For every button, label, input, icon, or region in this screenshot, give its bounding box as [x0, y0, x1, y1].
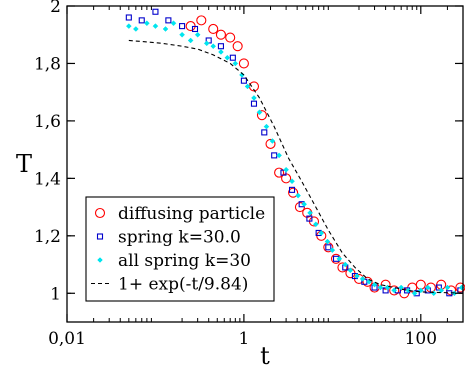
data-point: [180, 32, 185, 37]
data-point: [195, 32, 200, 37]
x-tick-label: 100: [405, 329, 437, 349]
y-tick-label: 1: [50, 284, 61, 304]
data-point: [272, 153, 277, 158]
data-point: [233, 42, 242, 51]
data-point: [218, 44, 223, 49]
legend: diffusing particle spring k=30.0 all sprin…: [86, 197, 274, 301]
data-point: [302, 202, 307, 207]
y-axis-label: T: [16, 150, 32, 178]
data-point: [226, 33, 235, 42]
data-point: [230, 55, 235, 60]
data-point: [392, 288, 397, 293]
data-point: [133, 26, 138, 31]
data-point: [171, 21, 176, 26]
data-point: [188, 38, 193, 43]
data-point: [241, 78, 246, 83]
data-point: [225, 55, 230, 60]
data-point: [163, 26, 168, 31]
x-axis-label: t: [260, 342, 270, 370]
data-point: [153, 24, 158, 29]
data-point: [326, 245, 331, 250]
legend-label: diffusing particle: [118, 204, 265, 224]
legend-label: all spring k=30: [118, 251, 251, 271]
data-point: [251, 101, 256, 106]
data-point: [126, 24, 131, 29]
data-point: [211, 44, 216, 49]
data-point: [153, 9, 158, 14]
legend-label: spring k=30.0: [118, 228, 241, 248]
legend-label: 1+ exp(-t/9.84): [118, 275, 248, 295]
data-point: [166, 18, 171, 23]
data-point: [180, 24, 185, 29]
data-point: [264, 124, 269, 129]
data-point: [216, 30, 225, 39]
x-tick-label: 1: [238, 329, 249, 349]
data-point: [337, 256, 342, 261]
data-point: [144, 21, 149, 26]
y-tick-label: 2: [50, 0, 61, 17]
data-point: [360, 276, 365, 281]
y-tick-label: 1,8: [34, 54, 61, 74]
y-tick-label: 1,6: [34, 112, 61, 132]
data-point: [209, 24, 218, 33]
data-point: [251, 95, 256, 100]
data-point: [277, 153, 282, 158]
data-point: [218, 49, 223, 54]
data-point: [284, 167, 289, 172]
data-point: [197, 16, 206, 25]
data-point: [425, 285, 430, 290]
data-point: [204, 41, 209, 46]
data-point: [296, 193, 301, 198]
y-tick-label: 1,4: [34, 169, 61, 189]
data-point: [139, 18, 144, 23]
y-tick-label: 1,2: [34, 227, 61, 247]
data-point: [233, 61, 238, 66]
data-point: [262, 130, 267, 135]
x-tick-label: 0,01: [48, 329, 86, 349]
data-point: [239, 59, 248, 68]
data-point: [126, 15, 131, 20]
